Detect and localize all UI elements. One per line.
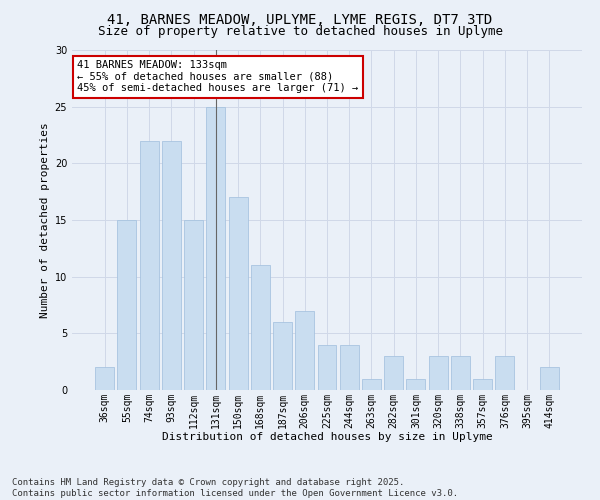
Bar	[273, 322, 292, 390]
Bar	[406, 378, 425, 390]
Text: Contains HM Land Registry data © Crown copyright and database right 2025.
Contai: Contains HM Land Registry data © Crown c…	[12, 478, 458, 498]
Bar	[229, 198, 248, 390]
Bar	[473, 378, 492, 390]
Bar	[118, 220, 136, 390]
Text: Size of property relative to detached houses in Uplyme: Size of property relative to detached ho…	[97, 25, 503, 38]
Bar	[140, 140, 158, 390]
Bar	[384, 356, 403, 390]
Bar	[496, 356, 514, 390]
Bar	[451, 356, 470, 390]
Bar	[429, 356, 448, 390]
Text: 41, BARNES MEADOW, UPLYME, LYME REGIS, DT7 3TD: 41, BARNES MEADOW, UPLYME, LYME REGIS, D…	[107, 12, 493, 26]
Bar	[184, 220, 203, 390]
Bar	[206, 106, 225, 390]
Y-axis label: Number of detached properties: Number of detached properties	[40, 122, 50, 318]
Bar	[95, 368, 114, 390]
Text: 41 BARNES MEADOW: 133sqm
← 55% of detached houses are smaller (88)
45% of semi-d: 41 BARNES MEADOW: 133sqm ← 55% of detach…	[77, 60, 358, 94]
Bar	[340, 344, 359, 390]
Bar	[362, 378, 381, 390]
X-axis label: Distribution of detached houses by size in Uplyme: Distribution of detached houses by size …	[161, 432, 493, 442]
Bar	[295, 310, 314, 390]
Bar	[540, 368, 559, 390]
Bar	[162, 140, 181, 390]
Bar	[251, 266, 270, 390]
Bar	[317, 344, 337, 390]
